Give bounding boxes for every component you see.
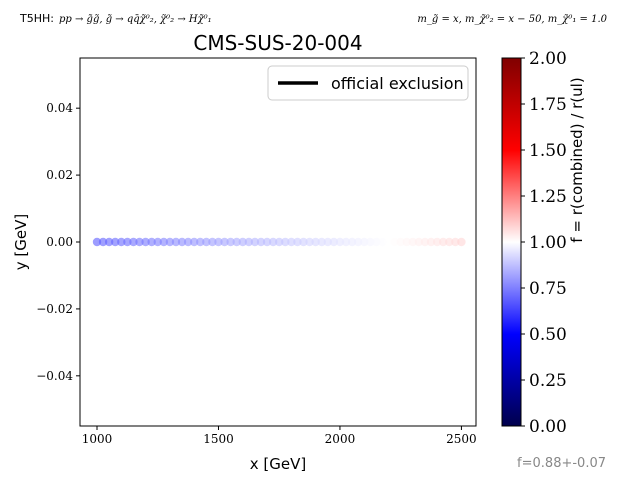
data-point: [111, 237, 120, 247]
x-tick-label: 1000: [82, 432, 113, 446]
data-point: [317, 237, 326, 247]
data-point: [281, 237, 290, 247]
x-tick-label: 2000: [325, 432, 356, 446]
data-point: [439, 237, 448, 247]
data-point: [214, 237, 223, 247]
data-point: [238, 237, 247, 247]
y-tick-label: 0.04: [46, 101, 73, 115]
data-point: [347, 237, 357, 247]
colorbar-tick-label: 0.00: [529, 417, 567, 437]
data-point: [353, 237, 363, 247]
data-point: [129, 237, 138, 247]
colorbar: [501, 57, 522, 427]
y-tick-label: 0.02: [46, 168, 73, 182]
data-point: [250, 237, 260, 247]
data-point: [451, 237, 460, 247]
x-tick-label: 1500: [203, 432, 234, 446]
data-point: [360, 237, 369, 247]
legend-box: [267, 65, 469, 101]
data-point: [226, 237, 235, 247]
data-point: [335, 237, 345, 247]
data-point: [396, 237, 405, 247]
data-point: [366, 237, 375, 247]
data-point: [372, 237, 381, 247]
colorbar-tick-label: 1.75: [529, 95, 567, 115]
data-point: [117, 237, 126, 247]
data-point: [305, 237, 314, 247]
data-point: [329, 237, 339, 247]
data-point: [420, 237, 430, 247]
data-point: [323, 237, 333, 247]
colorbar-ticks: 0.00 0.25 0.50 0.75 1.00 1.25 1.50 1.75 2.00: [521, 49, 567, 437]
mass-assumptions: m_g̃ = x, m_χ̃⁰₂ = x − 50, m_χ̃⁰₁ = 1.0: [417, 14, 607, 25]
data-point: [177, 237, 187, 247]
data-point: [232, 237, 241, 247]
data-point: [98, 237, 108, 247]
y-axis-label: y [GeV]: [12, 214, 30, 270]
data-point: [256, 237, 266, 247]
data-point: [262, 237, 272, 247]
data-point: [341, 237, 351, 247]
colorbar-tick-label: 2.00: [529, 49, 567, 69]
colorbar-tick-label: 1.50: [529, 141, 567, 161]
data-point: [165, 237, 175, 247]
scatter-points: [92, 237, 466, 247]
legend: official exclusion: [267, 65, 469, 101]
y-tick-label: 0.00: [46, 235, 73, 249]
data-point: [390, 237, 399, 247]
data-point: [147, 237, 156, 247]
y-tick-label: −0.04: [36, 369, 73, 383]
colorbar-tick-label: 1.00: [529, 233, 567, 253]
data-point: [432, 237, 442, 247]
x-tick-label: 2500: [446, 432, 477, 446]
data-point: [104, 237, 114, 247]
data-point: [208, 237, 217, 247]
data-point: [183, 237, 193, 247]
data-point: [275, 237, 284, 247]
colorbar-label: f = r(combined) / r(ul): [568, 77, 586, 242]
data-point: [141, 237, 150, 247]
colorbar-tick-label: 0.50: [529, 325, 567, 345]
f-value-note: f=0.88+-0.07: [517, 456, 606, 471]
data-point: [92, 237, 102, 247]
data-point: [293, 237, 302, 247]
x-axis-label: x [GeV]: [250, 455, 306, 473]
data-point: [408, 237, 418, 247]
process-prefix: T5HH:: [19, 12, 54, 25]
data-point: [426, 237, 436, 247]
y-axis-ticks: 0.04 0.02 0.00 −0.02 −0.04: [36, 101, 80, 383]
chart-title: CMS-SUS-20-004: [193, 31, 362, 55]
data-point: [171, 237, 181, 247]
colorbar-tick-label: 1.25: [529, 187, 567, 207]
y-tick-label: −0.02: [36, 302, 73, 316]
data-point: [220, 237, 229, 247]
data-point: [202, 237, 211, 247]
colorbar-tick-label: 0.25: [529, 371, 567, 391]
data-point: [299, 237, 308, 247]
data-point: [287, 237, 296, 247]
colorbar-tick-label: 0.75: [529, 279, 567, 299]
x-axis-ticks: 1000 1500 2000 2500: [82, 426, 477, 446]
data-point: [123, 237, 132, 247]
data-point: [311, 237, 320, 247]
data-point: [378, 237, 387, 247]
legend-label: official exclusion: [331, 74, 464, 93]
data-point: [457, 237, 466, 247]
data-point: [445, 237, 454, 247]
data-point: [153, 237, 162, 247]
data-point: [402, 237, 411, 247]
data-point: [135, 237, 144, 247]
data-point: [414, 237, 424, 247]
data-point: [196, 237, 205, 247]
process-description: pp → g̃g̃, g̃ → qq̄χ̃⁰₂, χ̃⁰₂ → Hχ̃⁰₁: [59, 14, 212, 25]
data-point: [244, 237, 254, 247]
data-point: [384, 237, 393, 247]
data-point: [268, 237, 278, 247]
data-point: [189, 237, 199, 247]
data-point: [159, 237, 169, 247]
